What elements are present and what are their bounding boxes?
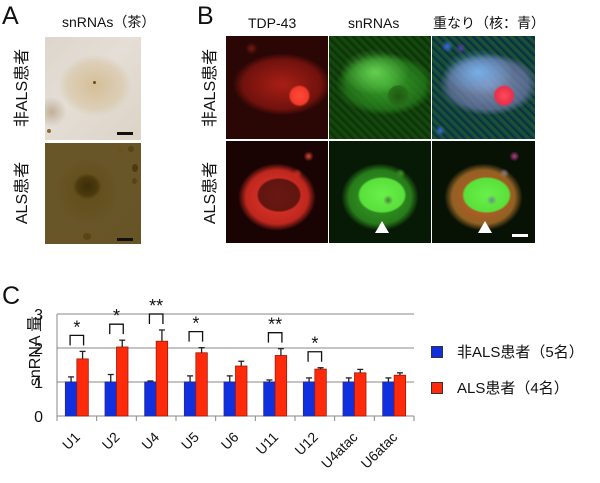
arrowhead-marker [478, 221, 492, 233]
panel-b-snrnas-als [329, 141, 431, 243]
panel-b-merge-als [432, 141, 535, 243]
x-tick-label: U1 [59, 429, 83, 453]
bar-als [76, 358, 89, 417]
legend-item-als: ALS患者（4名） [431, 377, 569, 398]
bar-non-als [263, 381, 276, 417]
panel-b-snrnas-non-als [329, 36, 431, 139]
bar-als [354, 372, 367, 417]
panel-a-image-als [45, 143, 141, 244]
y-tick-label: 3 [34, 307, 43, 324]
bar-non-als [342, 381, 355, 417]
significance-mark: ** [268, 315, 282, 335]
x-tick-label: U5 [178, 429, 202, 453]
legend-label: 非ALS患者（5名） [457, 344, 584, 361]
x-tick-label: U6 [218, 429, 242, 453]
significance-bracket [307, 351, 323, 362]
x-tick-label: U4 [138, 429, 162, 453]
x-tick-label: U12 [291, 429, 321, 459]
panel-a-letter: A [2, 2, 19, 30]
bar-als [393, 374, 407, 417]
x-tick-label: U2 [99, 429, 123, 453]
tissue-streak [45, 97, 67, 127]
x-tick-label: U11 [253, 429, 282, 458]
panel-a-image-non-als [45, 37, 141, 140]
panel-b-merge-non-als [432, 36, 535, 139]
bar-non-als [104, 381, 117, 417]
panel-b-column-title-snrnas: snRNAs [348, 15, 400, 31]
significance-bracket [148, 313, 164, 324]
significance-mark: ** [149, 296, 163, 316]
legend-swatch-blue [431, 345, 443, 358]
granule [118, 147, 123, 152]
legend-item-non-als: 非ALS患者（5名） [431, 341, 584, 362]
significance-bracket [188, 331, 204, 342]
bar-als [235, 365, 248, 417]
legend-label: ALS患者（4名） [457, 380, 569, 397]
significance-mark: * [73, 317, 80, 337]
panel-b-letter: B [197, 2, 214, 30]
significance-bracket [267, 332, 283, 343]
bar-non-als [183, 381, 197, 417]
granule [83, 233, 91, 240]
panel-b-column-title-tdp43: TDP-43 [248, 15, 297, 31]
y-tick-label: 1 [34, 375, 43, 392]
significance-mark: * [113, 306, 120, 326]
significance-mark: * [311, 334, 318, 354]
scale-bar [117, 132, 133, 135]
significance-mark: * [192, 314, 199, 334]
granule [128, 146, 134, 152]
debris [47, 129, 51, 133]
bar-als [155, 340, 169, 417]
granule [46, 144, 49, 147]
granule [132, 178, 137, 184]
significance-bracket [109, 323, 124, 335]
bar-non-als [64, 381, 78, 417]
nucleolus-dot [93, 81, 96, 84]
x-tick-label: U6atac [358, 429, 401, 472]
bar-als [116, 346, 129, 417]
panel-a-column-title: snRNAs（茶） [62, 14, 156, 30]
bar-als [314, 368, 327, 417]
bar-non-als [382, 381, 395, 417]
scale-bar [117, 238, 133, 241]
bar-als [195, 352, 208, 417]
legend-swatch-red [431, 381, 443, 394]
bar-non-als [223, 381, 236, 417]
y-tick-label: 2 [34, 341, 43, 358]
panel-b-tdp43-als [226, 141, 328, 243]
bar-non-als [144, 381, 157, 417]
x-tick-label: U4atac [318, 429, 361, 472]
granule [132, 164, 138, 172]
panel-b-tdp43-non-als [226, 36, 328, 139]
scale-bar [512, 234, 528, 237]
arrowhead-marker [375, 221, 389, 233]
bar-non-als [302, 381, 316, 417]
bar-als [274, 355, 288, 417]
panel-b-column-title-merge: 重なり（核：青） [433, 15, 545, 31]
significance-bracket [69, 334, 85, 346]
panel-c-letter: C [2, 282, 21, 310]
y-tick-label: 0 [34, 409, 43, 426]
